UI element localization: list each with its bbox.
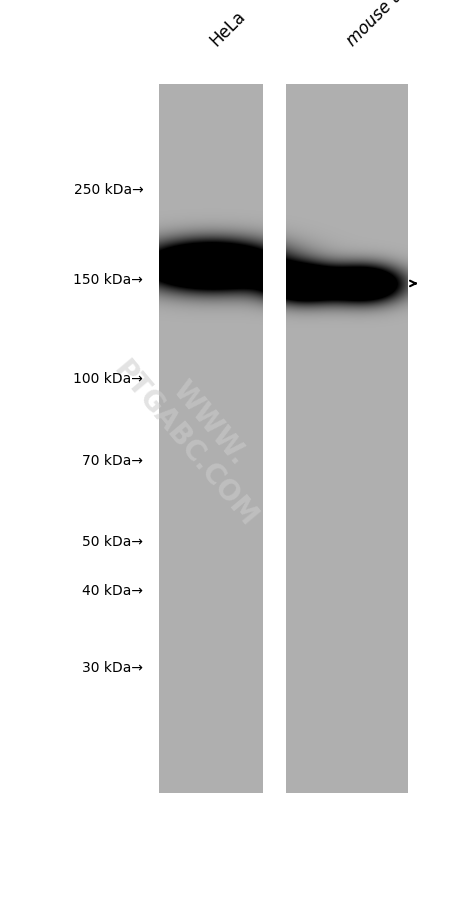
Text: mouse testis: mouse testis: [343, 0, 431, 50]
Text: 250 kDa→: 250 kDa→: [74, 182, 143, 197]
Text: 150 kDa→: 150 kDa→: [73, 272, 143, 287]
Text: HeLa: HeLa: [207, 7, 249, 50]
Text: 30 kDa→: 30 kDa→: [82, 660, 143, 675]
Bar: [287, 86, 409, 794]
Text: WWW.
PTGABC.COM: WWW. PTGABC.COM: [108, 335, 287, 531]
Text: 100 kDa→: 100 kDa→: [73, 372, 143, 386]
Text: 50 kDa→: 50 kDa→: [82, 534, 143, 548]
Text: 40 kDa→: 40 kDa→: [82, 584, 143, 598]
Text: 70 kDa→: 70 kDa→: [82, 453, 143, 467]
Bar: [160, 86, 263, 794]
